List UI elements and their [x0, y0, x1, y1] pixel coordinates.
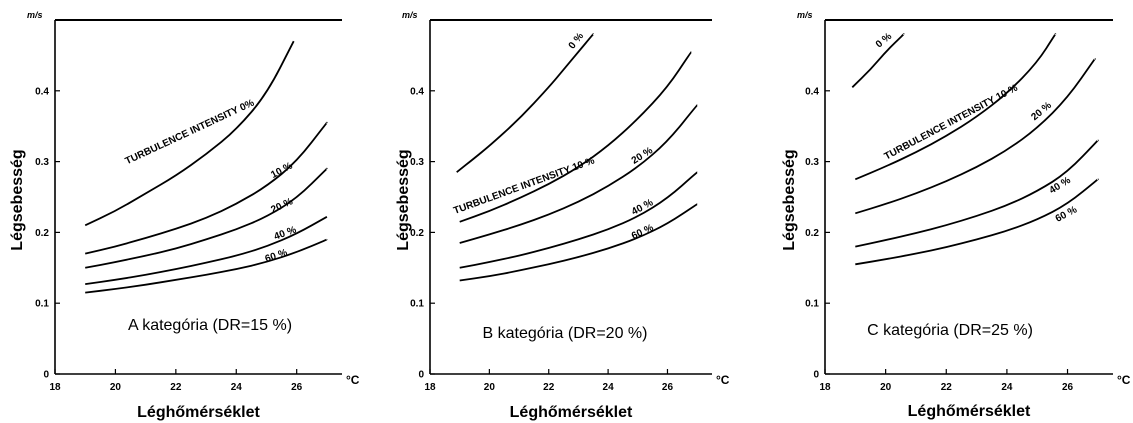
curve-label: 20 %	[1029, 100, 1054, 123]
y-axis-title: Légsebesség	[395, 149, 412, 250]
x-tick-label: 20	[110, 382, 122, 393]
chart-panel-b: 0 0.1 0.2 0.3 0.4 18 20 22 24 26 m/s °C Léghőmérsékl…	[385, 0, 755, 423]
x-axis-title: Léghőmérséklet	[137, 404, 260, 421]
curve-line	[456, 33, 595, 173]
x-tick-label: 22	[941, 382, 953, 393]
x-tick-label: 24	[1001, 382, 1013, 393]
y-tick-label: 0	[43, 370, 49, 381]
x-unit-label: °C	[346, 373, 360, 387]
chart-panel-c: 0 0.1 0.2 0.3 0.4 18 20 22 24 26 m/s °C Léghőmérsékl…	[770, 0, 1133, 423]
y-tick-label: 0.4	[410, 86, 424, 97]
y-tick-label: 0.2	[35, 228, 49, 239]
x-tick-label: 18	[424, 382, 436, 393]
y-tick-label: 0.1	[35, 299, 49, 310]
category-caption: A kategória (DR=15 %)	[128, 317, 292, 334]
x-unit-label: °C	[716, 373, 730, 387]
curve-line	[85, 216, 328, 285]
y-axis-title: Légsebesség	[9, 149, 26, 250]
chart-panel-a: 0 0.1 0.2 0.3 0.4 18 20 22 24 26 m/s °C Léghőmérsékl…	[0, 0, 370, 423]
category-caption: C kategória (DR=25 %)	[867, 322, 1033, 339]
curve-line	[855, 58, 1096, 215]
curve-label: 60 %	[630, 222, 655, 242]
x-unit-label: °C	[1117, 373, 1131, 387]
curve-line	[851, 33, 905, 88]
curve-line	[459, 51, 693, 223]
curve-label: 20 %	[269, 196, 294, 216]
curve-label: 40 %	[1048, 175, 1073, 196]
curve-label: TURBULENCE INTENSITY 10 %	[883, 83, 1020, 163]
curve-line	[459, 203, 698, 282]
x-axis-title: Léghőmérséklet	[908, 403, 1031, 420]
y-tick-label: 0.2	[410, 228, 424, 239]
y-tick-label: 0	[813, 370, 819, 381]
curve-line	[84, 121, 328, 255]
x-tick-label: 24	[231, 382, 243, 393]
y-tick-label: 0.1	[410, 299, 424, 310]
y-tick-label: 0.2	[805, 228, 819, 239]
curve-line	[855, 139, 1099, 248]
x-tick-label: 26	[662, 382, 674, 393]
curve-line	[85, 238, 328, 294]
curve-label: 10 %	[269, 160, 294, 180]
x-tick-label: 26	[1062, 382, 1074, 393]
x-axis-title: Léghőmérséklet	[510, 404, 633, 421]
curve-label: 60 %	[264, 247, 289, 265]
curve-line	[459, 171, 698, 269]
curve-label: 60 %	[1054, 204, 1079, 224]
curve-label: 40 %	[630, 197, 655, 217]
y-tick-label: 0.1	[805, 299, 819, 310]
curve-label: 40 %	[273, 224, 298, 242]
y-tick-label: 0	[418, 370, 424, 381]
chart-svg-c: 0 0.1 0.2 0.3 0.4 18 20 22 24 26 m/s °C Léghőmérsékl…	[781, 10, 1131, 420]
x-tick-label: 18	[49, 382, 61, 393]
y-tick-label: 0.4	[805, 86, 819, 97]
x-tick-label: 22	[543, 382, 555, 393]
curve-line	[85, 167, 328, 269]
y-unit-label: m/s	[27, 10, 43, 20]
y-unit-label: m/s	[797, 10, 813, 20]
x-tick-label: 18	[819, 382, 831, 393]
chart-svg-b: 0 0.1 0.2 0.3 0.4 18 20 22 24 26 m/s °C Léghőmérsékl…	[395, 10, 730, 421]
chart-svg-a: 0 0.1 0.2 0.3 0.4 18 20 22 24 26 m/s °C Léghőmérsékl…	[9, 10, 360, 421]
x-tick-label: 24	[603, 382, 615, 393]
curve-label: TURBULENCE INTENSITY 10 %	[452, 155, 596, 216]
y-unit-label: m/s	[402, 10, 418, 20]
x-tick-label: 26	[291, 382, 303, 393]
category-caption: B kategória (DR=20 %)	[483, 325, 648, 342]
curve-label: TURBULENCE INTENSITY 0%	[124, 98, 256, 168]
curve-line	[84, 40, 295, 227]
y-tick-label: 0.3	[410, 157, 424, 168]
curve-line	[459, 104, 699, 244]
y-tick-label: 0.3	[35, 157, 49, 168]
curve-line	[855, 178, 1099, 266]
curve-label: 0 %	[567, 31, 586, 51]
y-tick-label: 0.4	[35, 86, 49, 97]
curve-line	[854, 33, 1057, 181]
y-tick-label: 0.3	[805, 157, 819, 168]
y-axis-title: Légsebesség	[781, 149, 798, 250]
x-tick-label: 20	[880, 382, 892, 393]
x-tick-label: 20	[484, 382, 496, 393]
x-tick-label: 22	[170, 382, 182, 393]
